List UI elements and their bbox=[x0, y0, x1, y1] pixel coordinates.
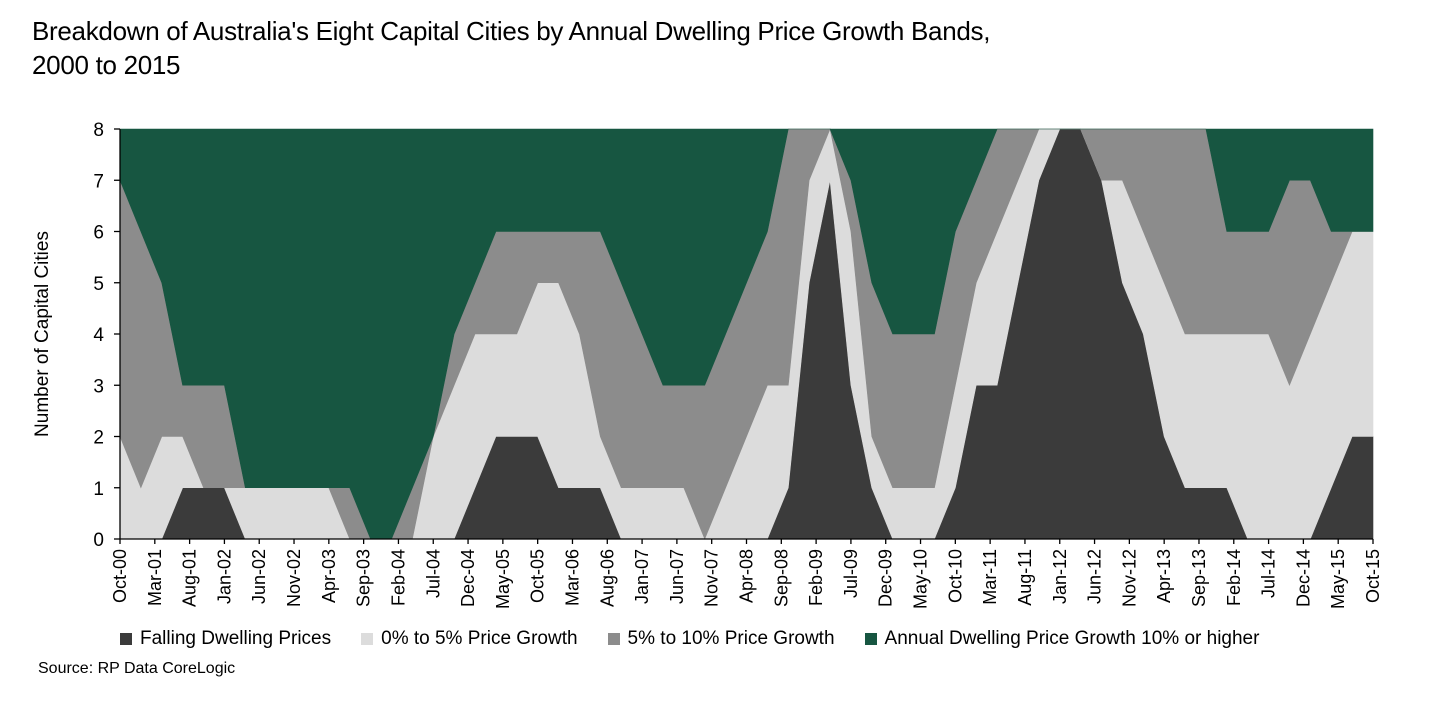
x-tick-label: May-05 bbox=[493, 549, 513, 609]
x-tick-label: Dec-09 bbox=[876, 549, 896, 607]
legend-label-falling: Falling Dwelling Prices bbox=[140, 628, 332, 649]
y-tick-label: 8 bbox=[93, 120, 104, 141]
y-tick-label: 0 bbox=[93, 530, 104, 551]
x-tick-label: Oct-15 bbox=[1363, 549, 1383, 603]
x-tick-label: Apr-03 bbox=[319, 549, 339, 603]
x-tick-label: Jan-07 bbox=[632, 549, 652, 604]
legend-swatch-falling bbox=[120, 633, 132, 645]
chart-title: Breakdown of Australia's Eight Capital C… bbox=[32, 14, 1232, 82]
legend-item-5-10: 5% to 10% Price Growth bbox=[607, 628, 835, 650]
x-tick-label: May-15 bbox=[1328, 549, 1348, 609]
x-tick-label: Nov-02 bbox=[284, 549, 304, 607]
x-tick-label: Jul-04 bbox=[423, 549, 443, 598]
y-tick-label: 2 bbox=[93, 428, 104, 449]
x-tick-label: Apr-13 bbox=[1154, 549, 1174, 603]
x-tick-label: Oct-05 bbox=[528, 549, 548, 603]
y-tick-label: 5 bbox=[93, 274, 104, 295]
x-tick-label: May-10 bbox=[911, 549, 931, 609]
x-tick-label: Sep-13 bbox=[1189, 549, 1209, 607]
legend-swatch-10-plus bbox=[864, 633, 877, 645]
x-tick-label: Aug-06 bbox=[597, 549, 617, 607]
x-tick-label: Feb-04 bbox=[388, 549, 408, 606]
chart-title-line-1: Breakdown of Australia's Eight Capital C… bbox=[32, 16, 991, 46]
x-tick-label: Jul-14 bbox=[1259, 549, 1279, 598]
legend-label-10-plus: Annual Dwelling Price Growth 10% or high… bbox=[884, 628, 1260, 649]
x-tick-label: Mar-01 bbox=[145, 549, 165, 606]
legend-item-0-5: 0% to 5% Price Growth bbox=[361, 628, 578, 650]
x-tick-label: Aug-01 bbox=[180, 549, 200, 607]
x-tick-label: Oct-00 bbox=[110, 549, 130, 603]
x-tick-label: Sep-08 bbox=[771, 549, 791, 607]
legend-label-5-10: 5% to 10% Price Growth bbox=[627, 628, 835, 649]
chart-legend: Falling Dwelling Prices 0% to 5% Price G… bbox=[120, 624, 1289, 654]
x-tick-label: Feb-14 bbox=[1224, 549, 1244, 606]
x-tick-label: Dec-04 bbox=[458, 549, 478, 607]
x-tick-label: Jan-02 bbox=[214, 549, 234, 604]
y-axis-ticks: 0 1 2 3 4 5 6 7 8 bbox=[93, 120, 120, 551]
x-tick-label: Feb-09 bbox=[806, 549, 826, 606]
y-tick-label: 4 bbox=[93, 325, 104, 346]
area-series-4 bbox=[119, 128, 1374, 540]
x-tick-label: Mar-06 bbox=[562, 549, 582, 606]
x-tick-label: Oct-10 bbox=[945, 549, 965, 603]
legend-label-0-5: 0% to 5% Price Growth bbox=[381, 628, 578, 649]
x-tick-label: Jun-02 bbox=[249, 549, 269, 604]
x-tick-label: Nov-07 bbox=[702, 549, 722, 607]
legend-swatch-0-5 bbox=[361, 633, 374, 645]
x-tick-label: Jun-07 bbox=[667, 549, 687, 604]
x-tick-label: Dec-14 bbox=[1293, 549, 1313, 607]
x-tick-label: Jan-12 bbox=[1050, 549, 1070, 604]
y-tick-label: 3 bbox=[93, 376, 104, 397]
series-areas bbox=[119, 127, 1374, 540]
stacked-area-chart: 0 1 2 3 4 5 6 7 8 Oct-00 Mar-01 Aug-01 Jan-02 Jun-02… bbox=[32, 120, 1383, 609]
x-tick-label: Mar-11 bbox=[980, 549, 1000, 605]
legend-item-10-plus: Annual Dwelling Price Growth 10% or high… bbox=[864, 628, 1260, 650]
x-tick-label: Jun-12 bbox=[1085, 549, 1105, 604]
source-note: Source: RP Data CoreLogic bbox=[38, 660, 236, 677]
legend-item-falling: Falling Dwelling Prices bbox=[120, 628, 331, 650]
x-axis-ticks: Oct-00 Mar-01 Aug-01 Jan-02 Jun-02 Nov-02 Apr-… bbox=[110, 539, 1383, 609]
x-tick-label: Nov-12 bbox=[1119, 549, 1139, 607]
x-tick-label: Aug-11 bbox=[1015, 549, 1035, 606]
x-tick-label: Apr-08 bbox=[737, 549, 757, 603]
x-tick-label: Sep-03 bbox=[354, 549, 374, 607]
chart-title-line-2: 2000 to 2015 bbox=[32, 50, 181, 80]
y-tick-label: 1 bbox=[93, 479, 104, 500]
legend-swatch-5-10 bbox=[607, 633, 620, 645]
x-tick-label: Jul-09 bbox=[841, 549, 861, 598]
y-tick-label: 6 bbox=[93, 223, 104, 244]
y-axis-label: Number of Capital Cities bbox=[32, 231, 53, 437]
y-tick-label: 7 bbox=[93, 171, 104, 192]
